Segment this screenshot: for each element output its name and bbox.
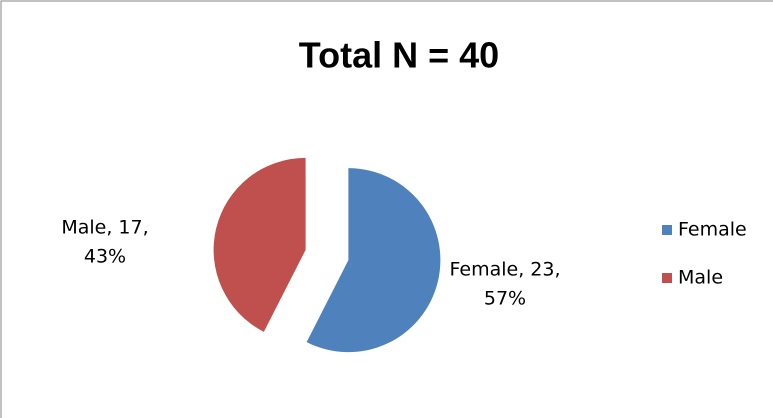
data-label: Male, 17, — [61, 217, 148, 239]
chart-title: Total N = 40 — [299, 35, 499, 76]
data-label: 43% — [84, 246, 126, 268]
pie-slice — [213, 157, 306, 332]
pie-slice — [306, 168, 441, 353]
legend-label: Male — [678, 267, 723, 289]
legend-swatch — [662, 273, 672, 283]
legend-swatch — [662, 225, 672, 235]
data-label: 57% — [484, 288, 526, 310]
data-label: Female, 23, — [450, 259, 561, 281]
legend-label: Female — [678, 219, 747, 241]
